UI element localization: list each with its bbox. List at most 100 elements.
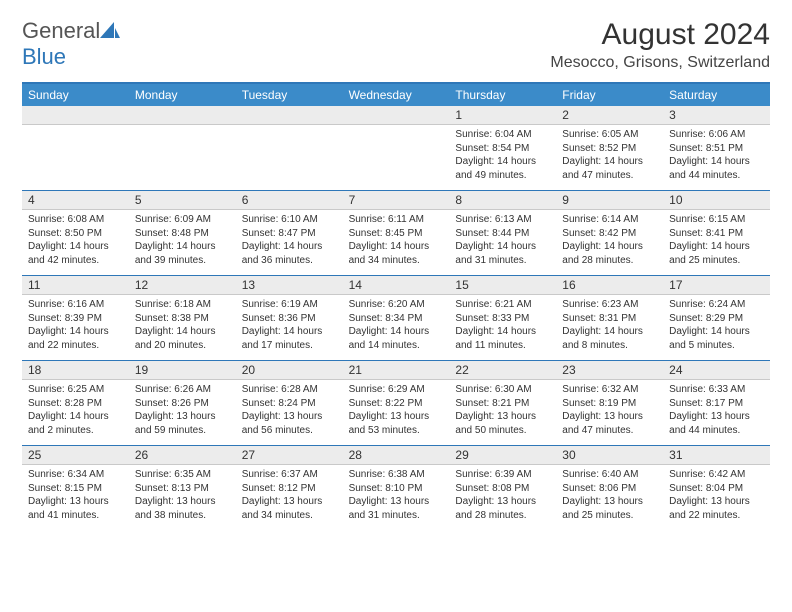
sunset-text: Sunset: 8:47 PM (242, 227, 337, 241)
day-number-cell: 18 (22, 361, 129, 380)
sunset-text: Sunset: 8:22 PM (349, 397, 444, 411)
sunrise-text: Sunrise: 6:16 AM (28, 298, 123, 312)
sunset-text: Sunset: 8:45 PM (349, 227, 444, 241)
day-number-cell: 6 (236, 191, 343, 210)
day-number-cell: 31 (663, 446, 770, 465)
logo-text: GeneralBlue (22, 18, 120, 70)
daylight-text: Daylight: 14 hours and 39 minutes. (135, 240, 230, 267)
sunrise-text: Sunrise: 6:05 AM (562, 128, 657, 142)
sunrise-text: Sunrise: 6:24 AM (669, 298, 764, 312)
day-number-cell: 9 (556, 191, 663, 210)
daylight-text: Daylight: 14 hours and 28 minutes. (562, 240, 657, 267)
day-number-cell: 11 (22, 276, 129, 295)
day-number-cell: 29 (449, 446, 556, 465)
sunrise-text: Sunrise: 6:26 AM (135, 383, 230, 397)
day-detail-cell: Sunrise: 6:25 AMSunset: 8:28 PMDaylight:… (22, 380, 129, 445)
day-number-cell: 1 (449, 106, 556, 125)
day-detail-cell: Sunrise: 6:08 AMSunset: 8:50 PMDaylight:… (22, 210, 129, 275)
day-detail-row: Sunrise: 6:04 AMSunset: 8:54 PMDaylight:… (22, 125, 770, 190)
sunset-text: Sunset: 8:48 PM (135, 227, 230, 241)
day-detail-cell: Sunrise: 6:35 AMSunset: 8:13 PMDaylight:… (129, 465, 236, 530)
day-number-cell: 28 (343, 446, 450, 465)
sunrise-text: Sunrise: 6:18 AM (135, 298, 230, 312)
daylight-text: Daylight: 13 hours and 31 minutes. (349, 495, 444, 522)
day-number-cell: 4 (22, 191, 129, 210)
sunrise-text: Sunrise: 6:06 AM (669, 128, 764, 142)
daylight-text: Daylight: 13 hours and 56 minutes. (242, 410, 337, 437)
sunrise-text: Sunrise: 6:42 AM (669, 468, 764, 482)
day-number-cell: 3 (663, 106, 770, 125)
daylight-text: Daylight: 14 hours and 17 minutes. (242, 325, 337, 352)
day-number-cell: 26 (129, 446, 236, 465)
month-title: August 2024 (550, 18, 770, 52)
day-number-cell: 30 (556, 446, 663, 465)
day-number-cell (129, 106, 236, 125)
daynum-row: 25262728293031 (22, 446, 770, 465)
daylight-text: Daylight: 14 hours and 36 minutes. (242, 240, 337, 267)
day-detail-cell: Sunrise: 6:39 AMSunset: 8:08 PMDaylight:… (449, 465, 556, 530)
calendar: SundayMondayTuesdayWednesdayThursdayFrid… (22, 82, 770, 530)
daylight-text: Daylight: 14 hours and 31 minutes. (455, 240, 550, 267)
calendar-body: 123Sunrise: 6:04 AMSunset: 8:54 PMDaylig… (22, 106, 770, 530)
sunrise-text: Sunrise: 6:04 AM (455, 128, 550, 142)
day-detail-cell: Sunrise: 6:26 AMSunset: 8:26 PMDaylight:… (129, 380, 236, 445)
day-detail-cell: Sunrise: 6:19 AMSunset: 8:36 PMDaylight:… (236, 295, 343, 360)
day-detail-cell: Sunrise: 6:23 AMSunset: 8:31 PMDaylight:… (556, 295, 663, 360)
daylight-text: Daylight: 13 hours and 34 minutes. (242, 495, 337, 522)
weekday-header: Friday (556, 84, 663, 106)
day-number-cell: 16 (556, 276, 663, 295)
day-detail-cell: Sunrise: 6:20 AMSunset: 8:34 PMDaylight:… (343, 295, 450, 360)
day-number-cell: 25 (22, 446, 129, 465)
daynum-row: 11121314151617 (22, 276, 770, 295)
sunset-text: Sunset: 8:13 PM (135, 482, 230, 496)
sunrise-text: Sunrise: 6:13 AM (455, 213, 550, 227)
day-number-cell (236, 106, 343, 125)
sunrise-text: Sunrise: 6:09 AM (135, 213, 230, 227)
day-number-cell: 23 (556, 361, 663, 380)
sunrise-text: Sunrise: 6:37 AM (242, 468, 337, 482)
day-number-cell: 15 (449, 276, 556, 295)
daylight-text: Daylight: 13 hours and 44 minutes. (669, 410, 764, 437)
sunrise-text: Sunrise: 6:32 AM (562, 383, 657, 397)
sunset-text: Sunset: 8:15 PM (28, 482, 123, 496)
weekday-header: Sunday (22, 84, 129, 106)
day-detail-cell: Sunrise: 6:16 AMSunset: 8:39 PMDaylight:… (22, 295, 129, 360)
day-number-cell: 13 (236, 276, 343, 295)
daylight-text: Daylight: 14 hours and 5 minutes. (669, 325, 764, 352)
day-number-cell: 12 (129, 276, 236, 295)
sunset-text: Sunset: 8:17 PM (669, 397, 764, 411)
sunset-text: Sunset: 8:24 PM (242, 397, 337, 411)
sunrise-text: Sunrise: 6:33 AM (669, 383, 764, 397)
day-number-cell: 17 (663, 276, 770, 295)
daylight-text: Daylight: 14 hours and 44 minutes. (669, 155, 764, 182)
logo-sail-icon (100, 18, 120, 44)
day-detail-cell: Sunrise: 6:21 AMSunset: 8:33 PMDaylight:… (449, 295, 556, 360)
sunrise-text: Sunrise: 6:08 AM (28, 213, 123, 227)
day-detail-cell (129, 125, 236, 190)
day-detail-cell: Sunrise: 6:18 AMSunset: 8:38 PMDaylight:… (129, 295, 236, 360)
title-block: August 2024 Mesocco, Grisons, Switzerlan… (550, 18, 770, 72)
day-number-cell: 2 (556, 106, 663, 125)
sunset-text: Sunset: 8:39 PM (28, 312, 123, 326)
daylight-text: Daylight: 14 hours and 22 minutes. (28, 325, 123, 352)
daylight-text: Daylight: 13 hours and 28 minutes. (455, 495, 550, 522)
sunset-text: Sunset: 8:36 PM (242, 312, 337, 326)
day-number-cell: 8 (449, 191, 556, 210)
day-number-cell: 20 (236, 361, 343, 380)
sunset-text: Sunset: 8:06 PM (562, 482, 657, 496)
sunrise-text: Sunrise: 6:28 AM (242, 383, 337, 397)
day-detail-cell: Sunrise: 6:32 AMSunset: 8:19 PMDaylight:… (556, 380, 663, 445)
sunrise-text: Sunrise: 6:15 AM (669, 213, 764, 227)
day-detail-cell: Sunrise: 6:30 AMSunset: 8:21 PMDaylight:… (449, 380, 556, 445)
daylight-text: Daylight: 13 hours and 47 minutes. (562, 410, 657, 437)
day-detail-cell: Sunrise: 6:24 AMSunset: 8:29 PMDaylight:… (663, 295, 770, 360)
sunset-text: Sunset: 8:51 PM (669, 142, 764, 156)
day-number-cell: 24 (663, 361, 770, 380)
logo-part1: General (22, 18, 100, 43)
day-number-cell: 7 (343, 191, 450, 210)
sunrise-text: Sunrise: 6:38 AM (349, 468, 444, 482)
day-detail-cell: Sunrise: 6:05 AMSunset: 8:52 PMDaylight:… (556, 125, 663, 190)
sunset-text: Sunset: 8:52 PM (562, 142, 657, 156)
day-detail-cell: Sunrise: 6:42 AMSunset: 8:04 PMDaylight:… (663, 465, 770, 530)
daylight-text: Daylight: 13 hours and 53 minutes. (349, 410, 444, 437)
